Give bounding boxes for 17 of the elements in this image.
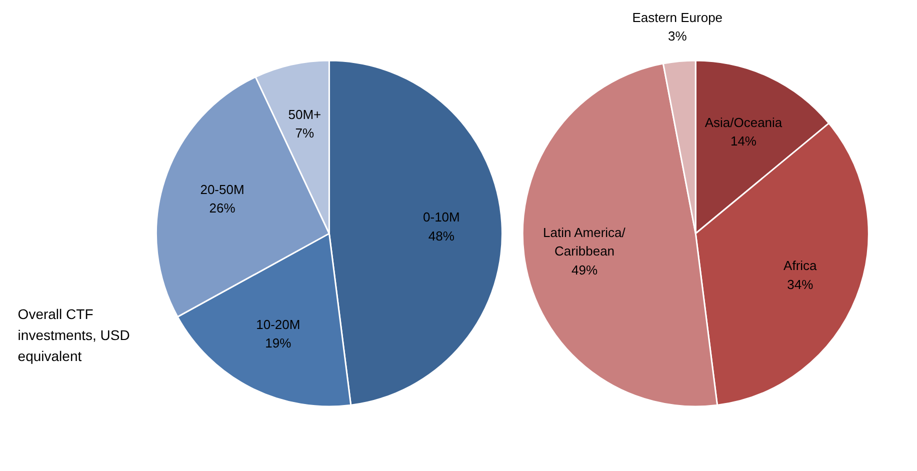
slice-label: 50M+ <box>288 106 322 122</box>
data-label: 3% <box>668 28 688 44</box>
slice-label: Africa <box>784 258 818 274</box>
slice-label: Asia/Oceania <box>704 114 783 130</box>
data-label: 48% <box>428 228 455 244</box>
text: Overall CTF investments, USD equivalent <box>18 306 130 364</box>
slice-label: Latin America/ Caribbean <box>543 224 626 259</box>
data-label: 26% <box>209 200 236 216</box>
data-label: 14% <box>730 134 757 149</box>
slice-label: Eastern Europe <box>632 10 723 25</box>
data-label: 19% <box>265 336 292 351</box>
slice-label: 0-10M <box>423 210 460 225</box>
slice-label: 20-50M <box>200 182 244 197</box>
data-label: 7% <box>295 126 315 141</box>
slice-label: 10-20M <box>256 316 300 332</box>
data-label: 49% <box>572 262 598 278</box>
data-label: 34% <box>787 276 814 292</box>
